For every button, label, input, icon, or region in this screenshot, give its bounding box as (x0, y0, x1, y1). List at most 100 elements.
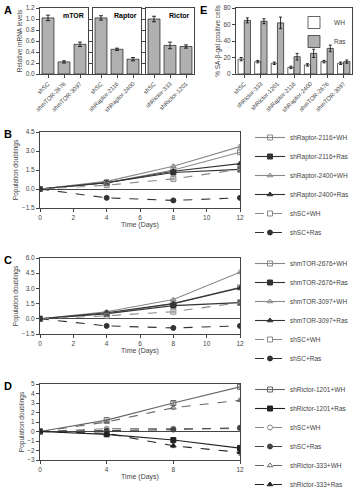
svg-text:shSC: shSC (233, 80, 248, 95)
svg-text:B: B (4, 128, 12, 140)
svg-text:shRaptor-2116+WH: shRaptor-2116+WH (290, 134, 347, 142)
svg-text:0: 0 (38, 340, 42, 347)
svg-text:shRictor-333+Ras: shRictor-333+Ras (290, 481, 343, 488)
svg-text:shSC+WH: shSC+WH (290, 424, 321, 431)
svg-text:80: 80 (223, 4, 231, 11)
svg-text:1.5: 1.5 (26, 300, 35, 307)
svg-text:Population doublings: Population doublings (12, 265, 20, 326)
svg-text:1.2: 1.2 (26, 4, 35, 11)
svg-text:−2: −2 (27, 447, 35, 454)
svg-text:6: 6 (138, 340, 142, 347)
svg-text:0: 0 (31, 428, 35, 435)
svg-text:shRictor-1201: shRictor-1201 (158, 80, 189, 111)
svg-text:shmTOR-3097+Ras: shmTOR-3097+Ras (290, 317, 349, 324)
svg-text:A: A (4, 4, 12, 16)
svg-text:12: 12 (236, 214, 244, 221)
svg-text:shSC+Ras: shSC+Ras (290, 355, 322, 362)
svg-text:shSC+Ras: shSC+Ras (290, 443, 322, 450)
svg-text:4: 4 (31, 390, 35, 397)
svg-text:shRaptor-2400: shRaptor-2400 (281, 80, 314, 113)
svg-text:1: 1 (31, 418, 35, 425)
svg-text:2: 2 (72, 214, 76, 221)
svg-text:4: 4 (105, 340, 109, 347)
svg-text:Time (Days): Time (Days) (121, 347, 159, 355)
svg-text:shmTOR-2676: shmTOR-2676 (298, 80, 330, 112)
svg-text:shSC: shSC (36, 80, 51, 95)
svg-text:8: 8 (172, 466, 176, 473)
svg-text:Time (Days): Time (Days) (121, 221, 159, 229)
svg-text:−1.5: −1.5 (22, 330, 35, 337)
svg-text:5: 5 (31, 380, 35, 387)
svg-text:% SA-β-gal positive cells: % SA-β-gal positive cells (214, 4, 222, 76)
svg-text:0.6: 0.6 (26, 37, 35, 44)
svg-text:4: 4 (105, 466, 109, 473)
svg-text:shSC+WH: shSC+WH (290, 336, 321, 343)
svg-text:0: 0 (227, 70, 231, 77)
svg-text:shRictor-1201+Ras: shRictor-1201+Ras (290, 405, 347, 412)
svg-text:shmTOR-3097: shmTOR-3097 (51, 80, 83, 112)
svg-text:3: 3 (31, 399, 35, 406)
svg-text:shRaptor-2400+Ras: shRaptor-2400+Ras (290, 191, 349, 199)
svg-text:0.0: 0.0 (26, 185, 35, 192)
svg-text:shRictor-333: shRictor-333 (235, 80, 264, 109)
svg-text:shmTOR-3097+WH: shmTOR-3097+WH (290, 298, 347, 305)
svg-text:2: 2 (31, 409, 35, 416)
svg-text:−3: −3 (27, 456, 35, 463)
svg-text:C: C (4, 254, 12, 266)
svg-text:shRictor-1201+WH: shRictor-1201+WH (290, 386, 345, 393)
svg-text:shSC+Ras: shSC+Ras (290, 229, 322, 236)
svg-text:0: 0 (38, 214, 42, 221)
svg-text:0.8: 0.8 (26, 26, 35, 33)
svg-text:20: 20 (223, 54, 231, 61)
svg-text:E: E (200, 4, 207, 16)
svg-text:D: D (4, 380, 12, 392)
svg-text:mTOR: mTOR (63, 12, 84, 19)
svg-text:shRaptor-2116: shRaptor-2116 (265, 80, 297, 112)
svg-text:shRaptor-2116+Ras: shRaptor-2116+Ras (290, 153, 349, 161)
svg-text:4.5: 4.5 (26, 128, 35, 135)
svg-text:10: 10 (203, 214, 211, 221)
svg-text:6.0: 6.0 (26, 254, 35, 261)
svg-text:shmTOR-2676: shmTOR-2676 (35, 80, 67, 112)
svg-text:Rictor: Rictor (169, 12, 190, 19)
svg-text:0.2: 0.2 (26, 59, 35, 66)
svg-text:shRictor-333: shRictor-333 (145, 80, 174, 109)
svg-text:60: 60 (223, 21, 231, 28)
svg-text:6: 6 (138, 214, 142, 221)
svg-text:−1.5: −1.5 (22, 204, 35, 211)
svg-text:Relative mRNA levels: Relative mRNA levels (16, 9, 23, 72)
svg-text:shRictor-1201: shRictor-1201 (250, 80, 281, 111)
svg-text:10: 10 (203, 340, 211, 347)
svg-text:12: 12 (236, 340, 244, 347)
svg-text:8: 8 (172, 340, 176, 347)
svg-text:Raptor: Raptor (114, 12, 137, 20)
svg-text:WH: WH (334, 19, 345, 26)
svg-text:Ras: Ras (334, 38, 346, 45)
svg-text:Population doublings: Population doublings (12, 139, 20, 200)
svg-text:0.0: 0.0 (26, 315, 35, 322)
svg-text:1.0: 1.0 (26, 15, 35, 22)
svg-text:shmTOR-3097: shmTOR-3097 (315, 80, 347, 112)
svg-text:−1: −1 (27, 437, 35, 444)
svg-text:shRaptor-2400: shRaptor-2400 (104, 80, 137, 113)
svg-text:4: 4 (105, 214, 109, 221)
svg-text:shRaptor-2116: shRaptor-2116 (88, 80, 120, 112)
svg-text:shRaptor-2400+WH: shRaptor-2400+WH (290, 172, 348, 180)
svg-text:0.0: 0.0 (26, 70, 35, 77)
svg-text:8: 8 (172, 214, 176, 221)
svg-text:shSC+WH: shSC+WH (290, 210, 321, 217)
svg-text:0: 0 (38, 466, 42, 473)
svg-text:0.4: 0.4 (26, 48, 35, 55)
svg-text:shmTOR-2676+Ras: shmTOR-2676+Ras (290, 279, 349, 286)
svg-text:shmTOR-2676+WH: shmTOR-2676+WH (290, 260, 347, 267)
svg-text:12: 12 (236, 466, 244, 473)
svg-text:Population doublings: Population doublings (18, 391, 26, 452)
svg-text:40: 40 (223, 37, 231, 44)
svg-text:3.0: 3.0 (26, 285, 35, 292)
svg-text:Time (Days): Time (Days) (121, 473, 159, 481)
svg-text:3.0: 3.0 (26, 147, 35, 154)
svg-text:shRictor-333+WH: shRictor-333+WH (290, 462, 342, 469)
svg-text:shSC: shSC (142, 80, 157, 95)
svg-text:1.5: 1.5 (26, 166, 35, 173)
svg-text:shSC: shSC (89, 80, 104, 95)
